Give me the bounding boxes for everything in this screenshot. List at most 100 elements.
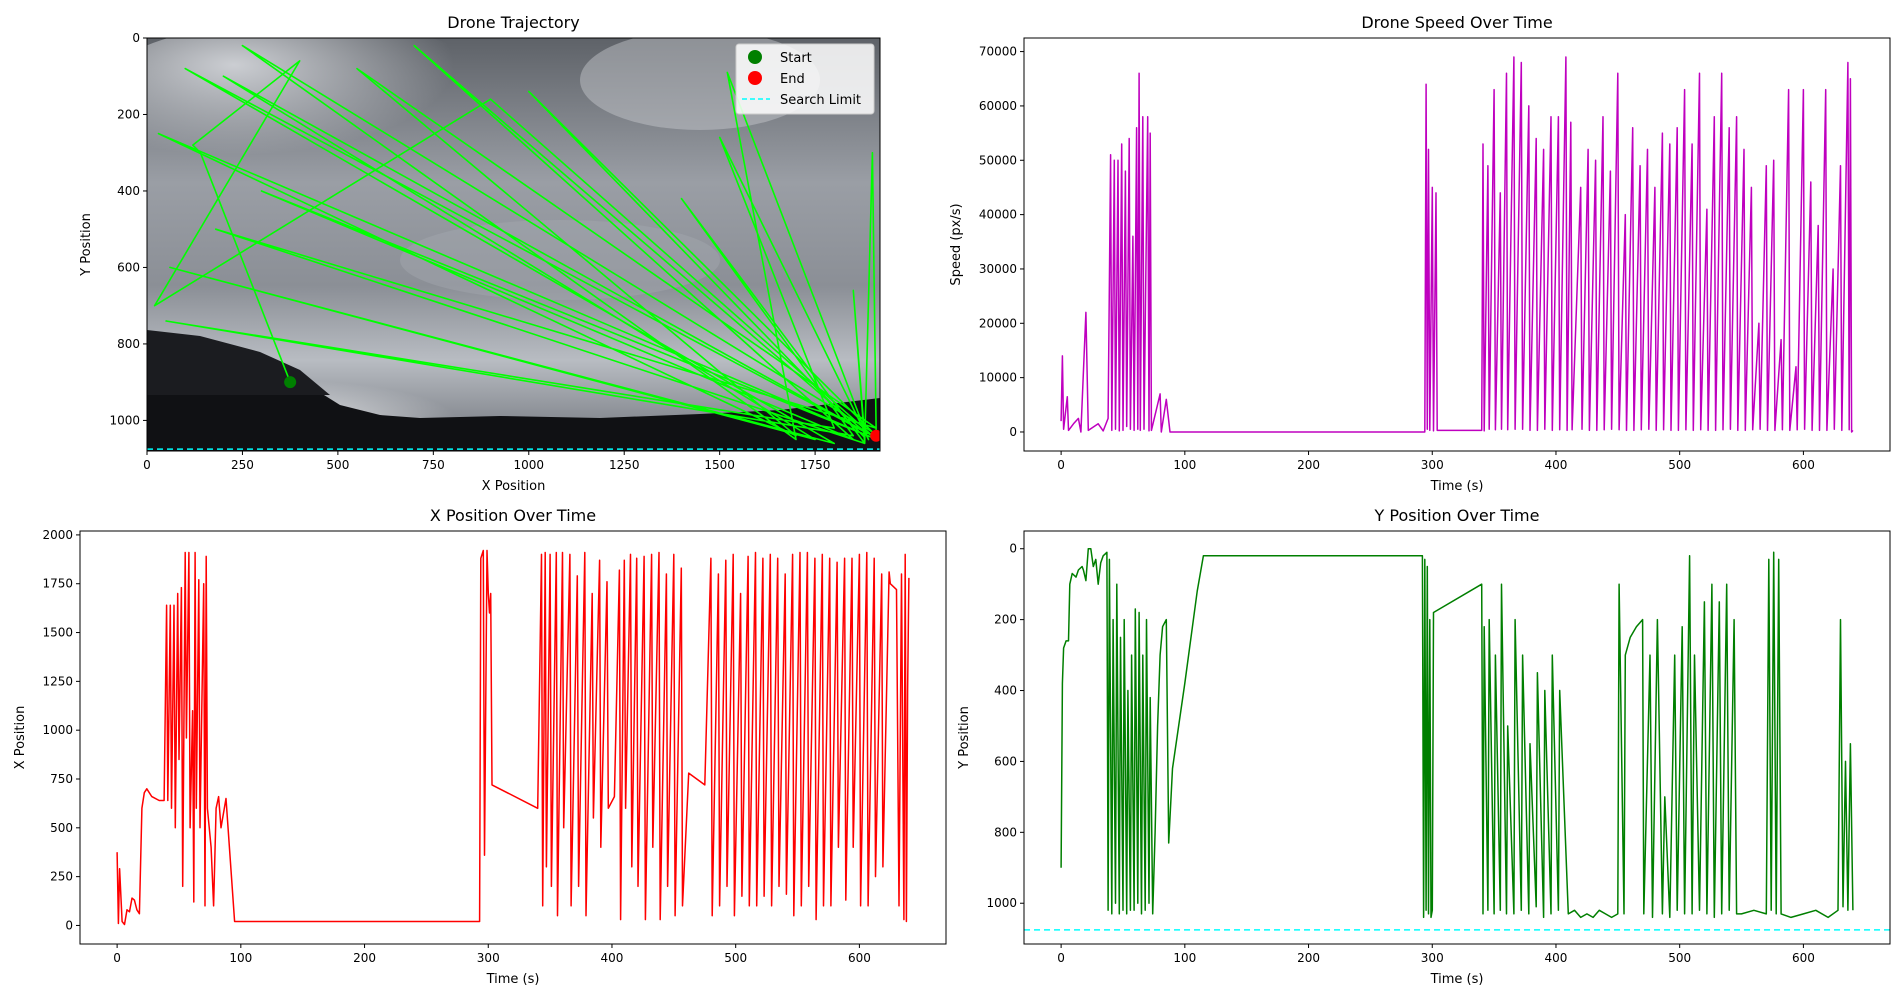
- y-axis-ticks: 0 10000 20000 30000 40000 50000 60000 70000: [979, 45, 1024, 439]
- x-tick-label: 0: [1057, 951, 1065, 965]
- x-tick-label: 100: [229, 951, 252, 965]
- x-tick-label: 400: [601, 951, 624, 965]
- x-tick-label: 400: [1545, 458, 1568, 472]
- x-axis-label: X Position: [482, 479, 546, 494]
- chart-drone-trajectory: Drone Trajectory 0 250 500 750 1000 1250 1500 1…: [79, 13, 881, 494]
- axes-frame: [79, 530, 947, 945]
- y-tick-label: 500: [50, 821, 73, 835]
- x-tick-label: 600: [1792, 458, 1815, 472]
- x-axis-ticks: 0 250 500 750 1000 1250 1500 1750: [143, 451, 830, 472]
- y-tick-label: 600: [994, 754, 1017, 768]
- y-tick-label: 10000: [979, 371, 1017, 385]
- y-tick-label: 20000: [979, 316, 1017, 330]
- series-line: [1060, 56, 1854, 433]
- y-tick-label: 0: [65, 918, 73, 932]
- y-tick-label: 400: [117, 184, 140, 198]
- y-tick-label: 800: [117, 337, 140, 351]
- chart-title: X Position Over Time: [430, 506, 596, 525]
- y-tick-label: 1000: [986, 896, 1017, 910]
- legend-end-label: End: [780, 72, 805, 87]
- y-axis-ticks: 0 200 400 600 800 1000: [109, 31, 147, 427]
- y-tick-label: 0: [132, 31, 140, 45]
- x-tick-label: 300: [1421, 951, 1444, 965]
- y-tick-label: 400: [994, 684, 1017, 698]
- axes-frame: [146, 37, 881, 452]
- plot-area: [1024, 547, 1890, 931]
- x-tick-label: 1000: [513, 458, 544, 472]
- x-tick-label: 200: [1297, 951, 1320, 965]
- x-tick-label: 600: [848, 951, 871, 965]
- plot-area: [147, 44, 880, 450]
- plot-area: [116, 549, 910, 926]
- x-tick-label: 300: [1421, 458, 1444, 472]
- axes-frame: [1023, 37, 1891, 452]
- legend-end-marker: [748, 71, 762, 85]
- y-tick-label: 0: [1009, 425, 1017, 439]
- y-tick-label: 60000: [979, 99, 1017, 113]
- y-tick-label: 200: [117, 107, 140, 121]
- x-tick-label: 300: [477, 951, 500, 965]
- x-tick-label: 100: [1173, 458, 1196, 472]
- x-tick-label: 600: [1792, 951, 1815, 965]
- y-tick-label: 800: [994, 825, 1017, 839]
- x-tick-label: 500: [1668, 458, 1691, 472]
- chart-x-position: X Position Over Time 0 100 200 300 400 500 600…: [13, 506, 947, 987]
- y-tick-label: 70000: [979, 45, 1017, 59]
- series-line: [1060, 547, 1854, 919]
- chart-title: Y Position Over Time: [1374, 506, 1540, 525]
- legend-search-limit-label: Search Limit: [780, 93, 861, 108]
- x-tick-label: 200: [1297, 458, 1320, 472]
- y-axis-label: Speed (px/s): [949, 203, 964, 285]
- x-tick-label: 500: [326, 458, 349, 472]
- legend-start-label: Start: [780, 51, 812, 66]
- y-axis-label: X Position: [13, 706, 28, 770]
- x-tick-label: 500: [1668, 951, 1691, 965]
- y-tick-label: 250: [50, 870, 73, 884]
- y-tick-label: 1750: [42, 577, 73, 591]
- x-tick-label: 1500: [704, 458, 735, 472]
- chart-title: Drone Trajectory: [447, 13, 579, 32]
- y-tick-label: 0: [1009, 542, 1017, 556]
- x-tick-label: 500: [724, 951, 747, 965]
- x-tick-label: 250: [231, 458, 254, 472]
- plot-area: [1060, 56, 1854, 433]
- chart-y-position: Y Position Over Time 0 100 200 300 400 500 600…: [957, 506, 1891, 987]
- y-tick-label: 2000: [42, 528, 73, 542]
- x-axis-ticks: 0 100 200 300 400 500 600: [1057, 944, 1815, 965]
- start-point: [284, 376, 297, 389]
- x-axis-label: Time (s): [1430, 972, 1484, 987]
- y-tick-label: 1500: [42, 626, 73, 640]
- x-axis-ticks: 0 100 200 300 400 500 600: [113, 944, 871, 965]
- y-tick-label: 1000: [109, 413, 140, 427]
- x-tick-label: 1750: [800, 458, 831, 472]
- y-tick-label: 200: [994, 613, 1017, 627]
- x-tick-label: 200: [353, 951, 376, 965]
- x-tick-label: 0: [1057, 458, 1065, 472]
- chart-title: Drone Speed Over Time: [1361, 13, 1552, 32]
- x-axis-label: Time (s): [486, 972, 540, 987]
- x-tick-label: 0: [113, 951, 121, 965]
- y-axis-ticks: 0 250 500 750 1000 1250 1500 1750 2000: [42, 528, 80, 932]
- y-tick-label: 30000: [979, 262, 1017, 276]
- end-point: [870, 429, 880, 442]
- y-tick-label: 1250: [42, 674, 73, 688]
- y-axis-ticks: 0 200 400 600 800 1000: [986, 542, 1024, 910]
- y-axis-label: Y Position: [79, 213, 94, 277]
- x-tick-label: 400: [1545, 951, 1568, 965]
- x-tick-label: 100: [1173, 951, 1196, 965]
- axes-frame: [1023, 530, 1891, 945]
- series-line: [116, 549, 910, 926]
- legend: Start End Search Limit: [735, 43, 875, 115]
- y-axis-label: Y Position: [957, 706, 972, 770]
- x-axis-label: Time (s): [1430, 479, 1484, 494]
- y-tick-label: 750: [50, 772, 73, 786]
- y-tick-label: 50000: [979, 153, 1017, 167]
- x-axis-ticks: 0 100 200 300 400 500 600: [1057, 451, 1815, 472]
- x-tick-label: 750: [422, 458, 445, 472]
- y-tick-label: 1000: [42, 723, 73, 737]
- x-tick-label: 0: [143, 458, 151, 472]
- series-line: [153, 44, 878, 445]
- legend-box: [735, 43, 875, 115]
- legend-start-marker: [748, 50, 762, 64]
